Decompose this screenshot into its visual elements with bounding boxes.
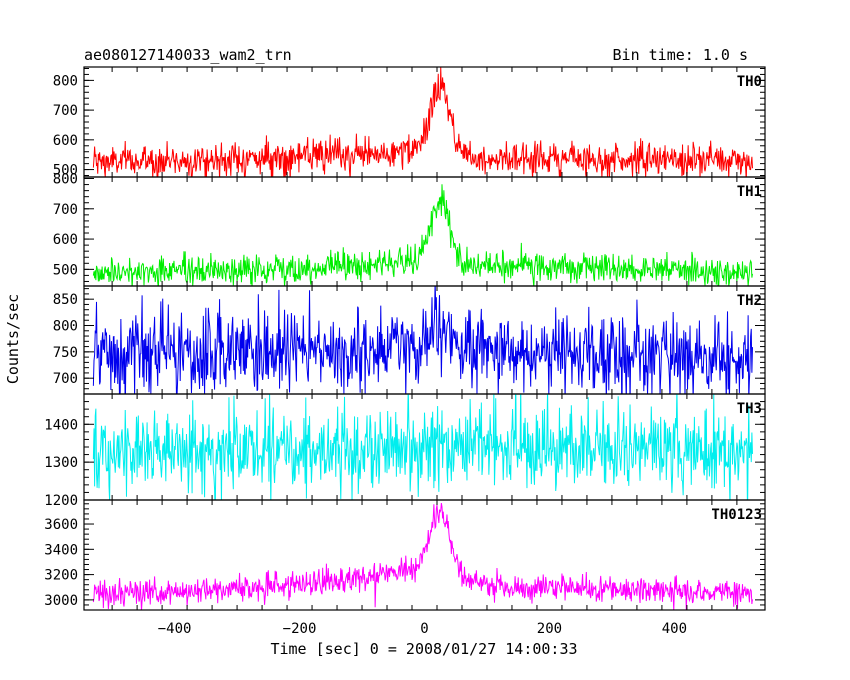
y-tick-label: 750: [53, 345, 78, 361]
y-tick-label: 700: [53, 202, 78, 218]
series-line-th0123: [92, 502, 753, 610]
panel-th3: 1200 1300 1400 TH3: [44, 393, 766, 509]
panel-label: TH0: [737, 74, 762, 90]
chart-title: ae080127140033_wam2_trn: [84, 46, 292, 64]
y-tick-label: 700: [53, 103, 78, 119]
panel-th0: 500 600 700 800 TH0: [53, 66, 766, 179]
y-tick-label: 1300: [44, 455, 78, 471]
y-tick-label: 800: [53, 73, 78, 89]
y-tick-label: 1200: [44, 493, 78, 509]
panel-th1: 500 600 700 800 TH1: [53, 172, 766, 287]
x-tick-label: 0: [420, 621, 428, 637]
y-tick-label: 700: [53, 371, 78, 387]
x-tick-label: 400: [662, 621, 687, 637]
series-line-th2: [92, 286, 753, 394]
panel-th0123: 3000 3200 3400 3600 TH0123: [44, 499, 766, 611]
x-axis: −400 −200 0 200 400: [158, 621, 687, 637]
y-tick-label: 3200: [44, 568, 78, 584]
panel-th2: 700 750 800 850 TH2: [53, 285, 766, 395]
panel-label: TH3: [737, 401, 762, 417]
y-tick-label: 500: [53, 163, 78, 179]
series-line-th3: [92, 394, 753, 500]
panel-frame: [83, 499, 766, 611]
y-tick-label: 800: [53, 319, 78, 335]
y-tick-label: 800: [53, 172, 78, 188]
panel-label: TH2: [737, 293, 762, 309]
y-tick-label: 3400: [44, 542, 78, 558]
panel-label: TH1: [737, 184, 762, 200]
y-tick-label: 1400: [44, 417, 78, 433]
panel-label: TH0123: [711, 507, 762, 523]
y-axis-label: Counts/sec: [4, 294, 22, 384]
y-tick-label: 3000: [44, 593, 78, 609]
x-tick-label: −200: [283, 621, 317, 637]
y-tick-label: 850: [53, 292, 78, 308]
y-tick-label: 600: [53, 133, 78, 149]
y-tick-label: 500: [53, 262, 78, 278]
y-tick-label: 600: [53, 232, 78, 248]
x-tick-label: −400: [158, 621, 192, 637]
panels: 500 600 700 800 TH0 500 600 700 800 TH1 700 750 800 8…: [44, 66, 766, 611]
series-line-th0: [92, 67, 753, 177]
y-tick-label: 3600: [44, 517, 78, 533]
x-axis-label: Time [sec] 0 = 2008/01/27 14:00:33: [270, 640, 577, 658]
chart-subtitle: Bin time: 1.0 s: [613, 46, 748, 64]
series-line-th1: [92, 184, 753, 286]
x-tick-label: 200: [537, 621, 562, 637]
